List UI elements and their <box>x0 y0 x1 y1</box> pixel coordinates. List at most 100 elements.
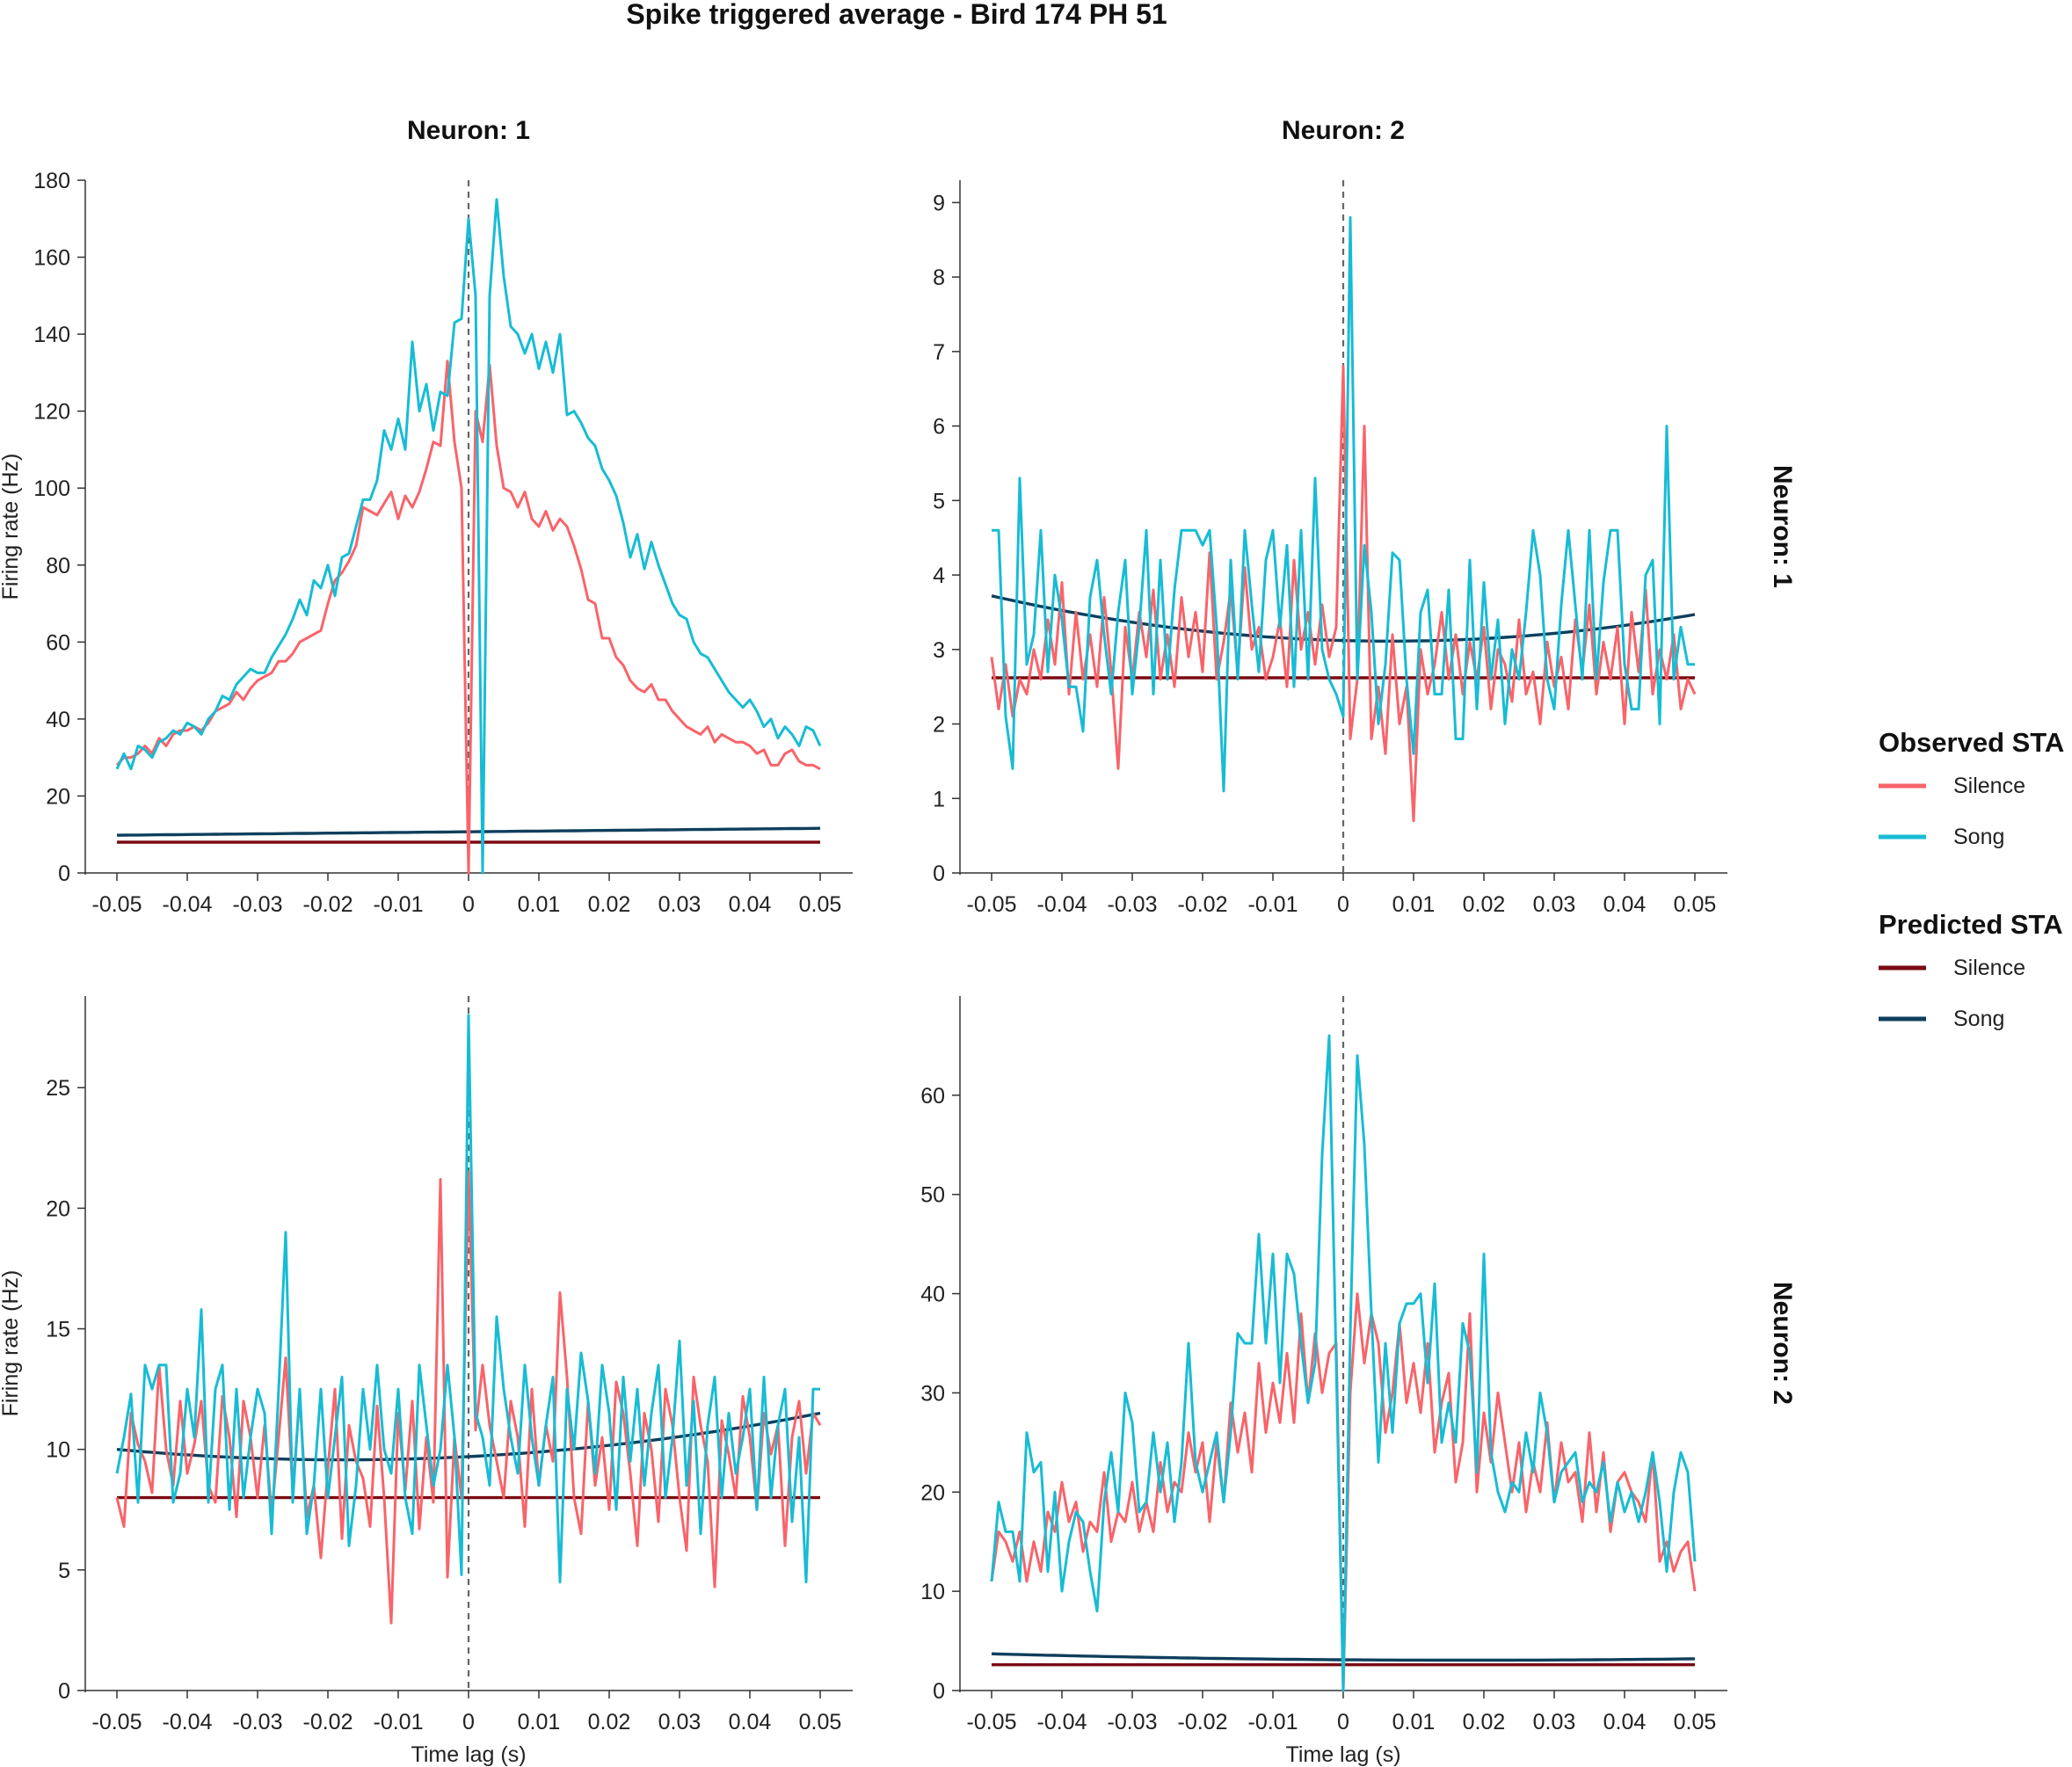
x-tick-label: 0.02 <box>588 892 631 917</box>
x-tick-label: -0.04 <box>1037 1710 1087 1734</box>
x-tick-label: 0.02 <box>588 1710 631 1734</box>
x-tick-label: -0.03 <box>1108 892 1158 917</box>
y-tick-label: 160 <box>33 246 70 271</box>
x-tick-label: 0.04 <box>1603 892 1647 917</box>
y-tick-label: 1 <box>933 787 945 811</box>
figure-title: Spike triggered average - Bird 174 PH 51 <box>626 0 1167 30</box>
y-tick-label: 60 <box>46 630 70 655</box>
y-tick-label: 140 <box>33 323 70 347</box>
observed-song-line <box>990 1034 1697 1692</box>
x-tick-label: 0.03 <box>658 1710 702 1734</box>
x-tick-label: 0.04 <box>729 892 772 917</box>
x-tick-label: -0.02 <box>1178 892 1228 917</box>
y-tick-label: 5 <box>58 1559 70 1583</box>
column-title: Neuron: 2 <box>1282 116 1405 145</box>
x-tick-label: -0.03 <box>233 892 283 917</box>
legend: Observed STA Silence Song Predicted STA Sile… <box>1879 727 2064 1031</box>
x-tick-label: 0.01 <box>518 892 561 917</box>
x-tick-label: 0.04 <box>729 1710 772 1734</box>
x-tick-label: -0.05 <box>967 892 1017 917</box>
y-tick-label: 180 <box>33 169 70 193</box>
x-tick-label: 0 <box>462 892 475 917</box>
column-title: Neuron: 1 <box>407 116 530 145</box>
y-tick-label: 0 <box>933 1679 945 1704</box>
y-tick-label: 10 <box>920 1580 945 1604</box>
x-axis-title: Time lag (s) <box>411 1742 526 1767</box>
x-tick-label: -0.02 <box>1178 1710 1228 1734</box>
observed-silence-line <box>115 1170 822 1625</box>
x-tick-label: 0.05 <box>799 1710 842 1734</box>
observed-song-line <box>115 198 822 875</box>
x-tick-label: 0 <box>1337 892 1349 917</box>
x-tick-label: 0.05 <box>799 892 842 917</box>
y-axis-title: Firing rate (Hz) <box>0 1270 23 1417</box>
legend-item-label: Silence <box>1953 774 2025 798</box>
y-tick-label: 60 <box>920 1084 945 1109</box>
y-tick-label: 120 <box>33 400 70 425</box>
y-tick-label: 30 <box>920 1381 945 1406</box>
panel-neuron1-neuron1: -0.05 -0.04 -0.03 -0.02 -0.01 0 0.01 0.02 0.03 0.… <box>0 116 853 917</box>
y-axis-title: Firing rate (Hz) <box>0 454 23 600</box>
y-tick-label: 25 <box>46 1076 70 1101</box>
y-tick-label: 40 <box>46 708 70 732</box>
y-tick-label: 9 <box>933 191 945 215</box>
x-tick-label: 0 <box>1337 1710 1349 1734</box>
x-tick-label: 0.04 <box>1603 1710 1647 1734</box>
x-tick-label: -0.01 <box>374 892 424 917</box>
y-tick-label: 20 <box>46 784 70 809</box>
x-tick-label: 0.05 <box>1674 892 1717 917</box>
x-tick-label: -0.03 <box>233 1710 283 1734</box>
x-tick-label: 0.01 <box>1392 1710 1436 1734</box>
panel-neuron1-neuron2: -0.05 -0.04 -0.03 -0.02 -0.01 0 0.01 0.02 0.03 0.… <box>933 116 1797 917</box>
y-tick-label: 20 <box>46 1196 70 1221</box>
y-tick-label: 40 <box>920 1283 945 1307</box>
x-tick-label: -0.02 <box>303 1710 353 1734</box>
y-tick-label: 10 <box>46 1438 70 1463</box>
x-tick-label: 0.01 <box>1392 892 1436 917</box>
x-tick-label: -0.04 <box>163 1710 213 1734</box>
x-tick-label: -0.01 <box>1248 1710 1298 1734</box>
x-tick-label: 0.03 <box>1533 1710 1576 1734</box>
observed-song-line <box>992 215 1695 793</box>
x-tick-label: -0.01 <box>374 1710 424 1734</box>
legend-item-label: Song <box>1953 825 2004 849</box>
y-tick-label: 2 <box>933 713 945 738</box>
x-tick-label: 0.01 <box>518 1710 561 1734</box>
legend-item-label: Song <box>1953 1007 2004 1031</box>
x-tick-label: -0.02 <box>303 892 353 917</box>
x-tick-label: -0.04 <box>1037 892 1087 917</box>
x-tick-label: -0.01 <box>1248 892 1298 917</box>
x-tick-label: 0 <box>462 1710 475 1734</box>
row-title: Neuron: 2 <box>1768 1282 1797 1405</box>
legend-item-label: Silence <box>1953 956 2025 980</box>
x-tick-label: 0.02 <box>1463 1710 1506 1734</box>
legend-group-title: Predicted STA <box>1879 909 2063 940</box>
x-tick-label: -0.04 <box>163 892 213 917</box>
y-tick-label: 6 <box>933 415 945 440</box>
y-tick-label: 50 <box>920 1183 945 1208</box>
y-tick-label: 5 <box>933 489 945 513</box>
observed-silence-line <box>115 360 821 875</box>
x-axis-title: Time lag (s) <box>1285 1742 1400 1767</box>
observed-song-line <box>115 1014 820 1584</box>
y-tick-label: 100 <box>33 476 70 501</box>
y-tick-label: 0 <box>933 862 945 886</box>
y-tick-label: 8 <box>933 265 945 290</box>
panel-neuron2-neuron2: -0.05 -0.04 -0.03 -0.02 -0.01 0 0.01 0.02 0.03 0.… <box>920 996 1797 1767</box>
x-tick-label: 0.03 <box>1533 892 1576 917</box>
y-tick-label: 80 <box>46 554 70 578</box>
y-tick-label: 3 <box>933 638 945 663</box>
x-tick-label: -0.03 <box>1108 1710 1158 1734</box>
panel-neuron2-neuron1: -0.05 -0.04 -0.03 -0.02 -0.01 0 0.01 0.02 0.03 0.… <box>0 996 853 1767</box>
y-tick-label: 0 <box>58 1679 70 1704</box>
x-tick-label: -0.05 <box>92 892 142 917</box>
row-title: Neuron: 1 <box>1768 465 1797 588</box>
y-tick-label: 4 <box>933 564 945 588</box>
x-tick-label: 0.05 <box>1674 1710 1717 1734</box>
x-tick-label: 0.03 <box>658 892 702 917</box>
y-tick-label: 7 <box>933 340 945 365</box>
y-tick-label: 0 <box>58 862 70 886</box>
y-tick-label: 15 <box>46 1318 70 1342</box>
x-tick-label: 0.02 <box>1463 892 1506 917</box>
